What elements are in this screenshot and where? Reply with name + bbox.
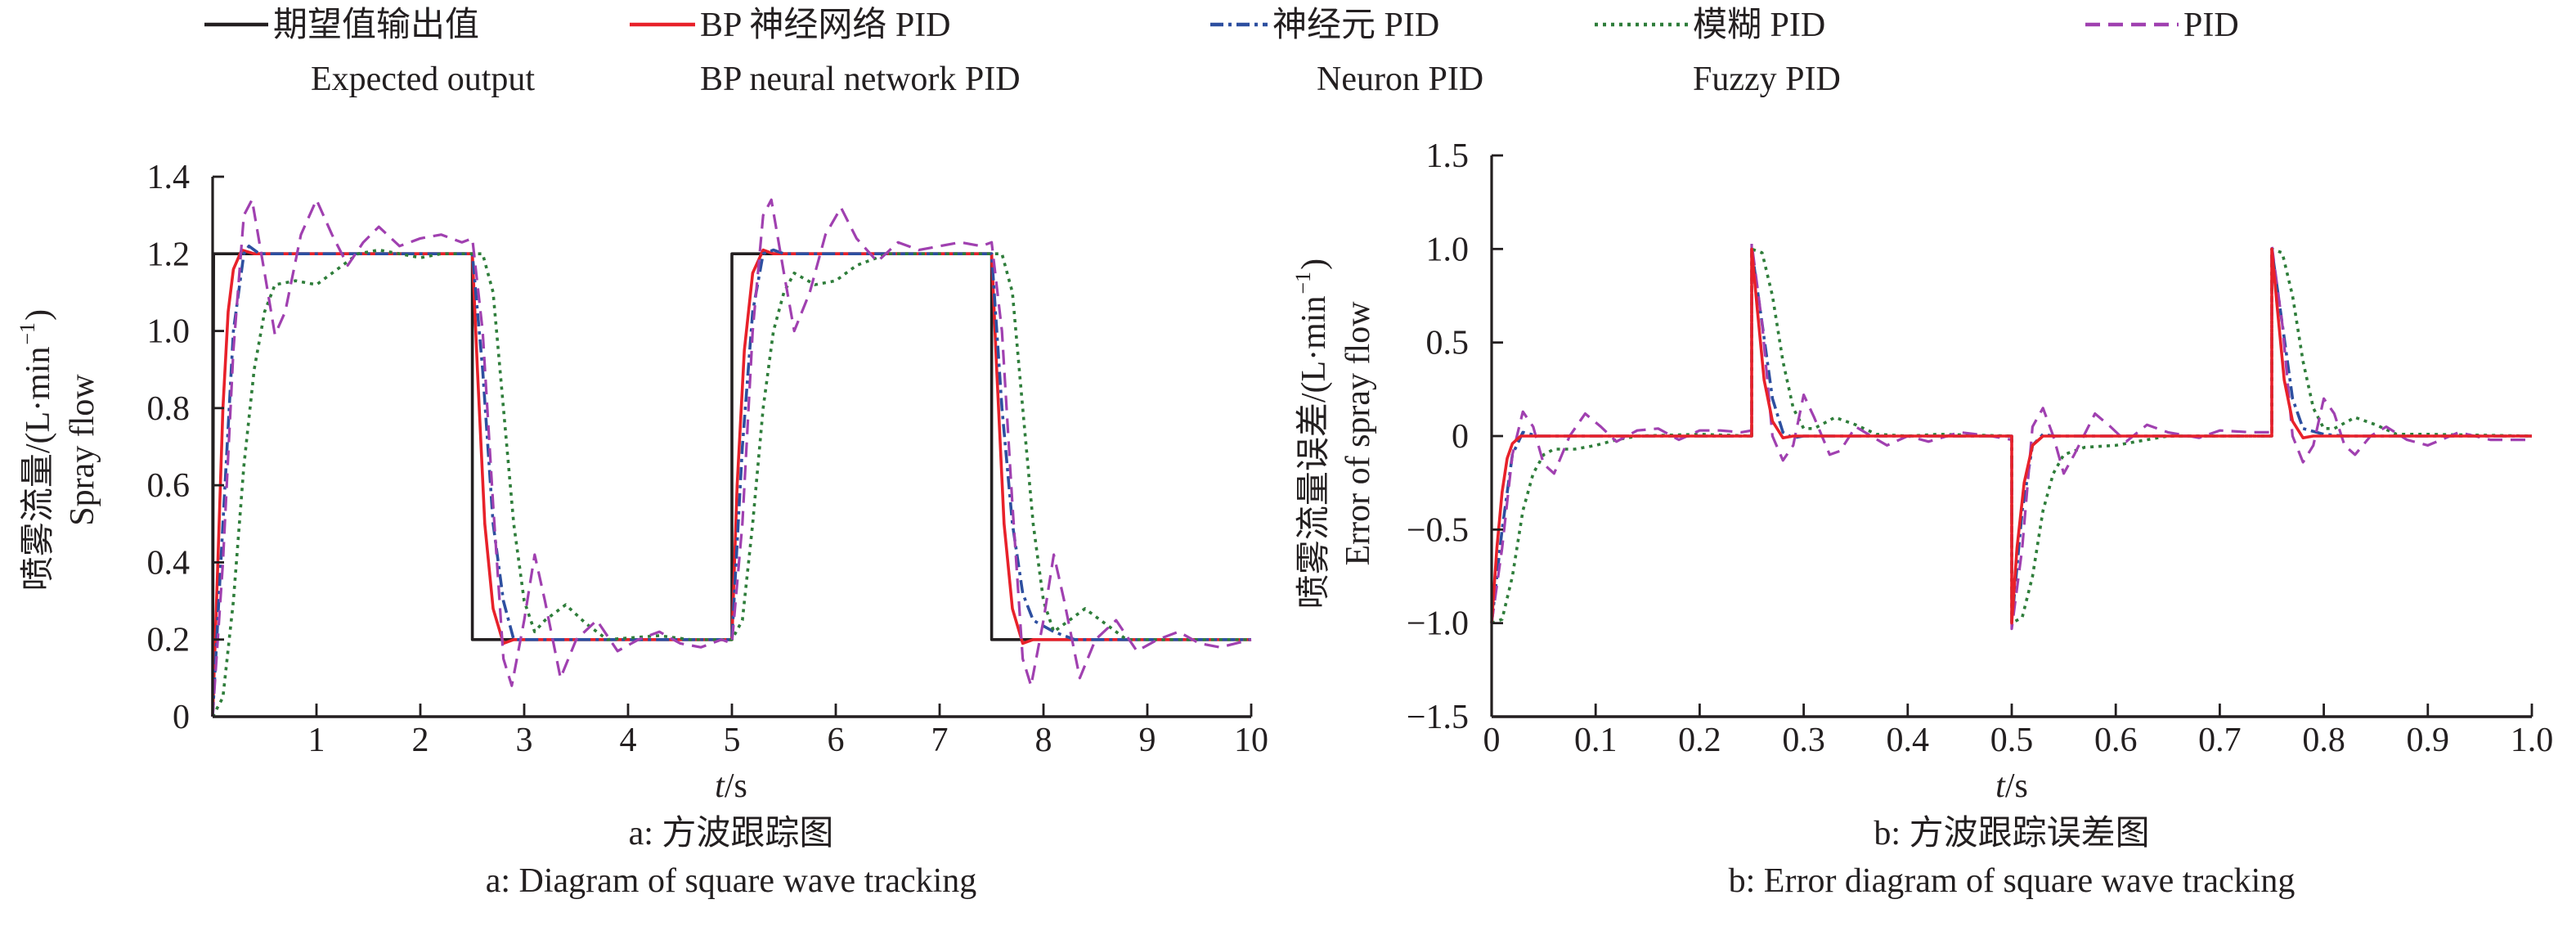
legend-label-en: Fuzzy PID: [1693, 61, 1841, 98]
caption-cn-a: a: 方波跟踪图: [629, 815, 834, 852]
legend-item: BP 神经网络 PID BP neural network PID: [630, 6, 1021, 98]
x-tick-label: 0.3: [1782, 722, 1825, 759]
y-axis-label-superscript: −1: [1291, 272, 1315, 295]
y-axis-label-cn: 喷雾流量/(L·min: [20, 347, 57, 591]
y-tick-label: −1.5: [1407, 699, 1469, 736]
y-tick-label: 1.5: [1426, 137, 1470, 175]
legend: 期望值输出值 Expected output BP 神经网络 PID BP neura…: [204, 6, 2239, 98]
legend-label-cn: 模糊 PID: [1693, 7, 1825, 44]
x-tick-label: 5: [724, 722, 741, 759]
x-tick-label: 0.8: [2302, 722, 2345, 759]
x-tick-label: 0.7: [2198, 722, 2242, 759]
y-tick-label: 1.4: [147, 159, 191, 196]
legend-label-cn: PID: [2183, 7, 2239, 44]
y-tick-label: 1.0: [1426, 231, 1470, 268]
x-tick-label: 9: [1139, 722, 1156, 759]
x-tick-label: 6: [828, 722, 845, 759]
y-axis-label-en: Error of spray flow: [1340, 301, 1377, 566]
y-tick-label: −0.5: [1407, 511, 1469, 549]
x-axis-label-b: t/s: [1995, 767, 2028, 805]
x-tick-label: 0: [1483, 722, 1501, 759]
y-axis-label-superscript: −1: [16, 322, 39, 345]
y-tick-label: 1.2: [147, 236, 191, 273]
legend-item: PID: [2085, 7, 2239, 44]
y-tick-label: 1.0: [147, 313, 191, 351]
series-line-bp-neural-network-pid: [1490, 247, 2532, 625]
x-tick-label: 4: [620, 722, 637, 759]
legend-label-cn: BP 神经网络 PID: [700, 6, 951, 44]
y-axis-label-en: Spray flow: [64, 374, 101, 526]
x-tick-label: 0.9: [2407, 722, 2450, 759]
y-tick-label: −1.0: [1407, 605, 1469, 643]
legend-label-en: Neuron PID: [1317, 61, 1483, 98]
series-line-fuzzy-pid: [1491, 247, 2533, 625]
y-tick-label: 0: [1452, 418, 1469, 456]
legend-label-cn: 期望值输出值: [273, 7, 479, 44]
caption-en-b: b: Error diagram of square wave tracking: [1729, 862, 2296, 900]
y-axis-label-suffix: ): [20, 309, 57, 321]
x-tick-label: 0.2: [1678, 722, 1721, 759]
legend-item: 神经元 PID Neuron PID: [1210, 7, 1483, 98]
caption-cn-b: b: 方波跟踪误差图: [1874, 815, 2149, 852]
chart-a: 1 2 3 4 5 6 7 8 9 10 0 0.2 0.4 0.6 0.8 1.0 1.2 1.4 t/s 喷雾…: [16, 159, 1268, 900]
y-tick-label: 0.6: [147, 467, 191, 505]
y-axis-label-b: 喷雾流量误差/(L·min −1 ) Error of spray flow: [1291, 259, 1377, 609]
y-axis-label-cn: 喷雾流量误差/(L·min: [1295, 296, 1333, 609]
series-line-fuzzy-pid: [211, 248, 1251, 717]
x-tick-label: 10: [1234, 722, 1268, 759]
x-tick-label: 3: [516, 722, 533, 759]
x-tick-label: 0.1: [1574, 722, 1618, 759]
series-line-expected-output: [211, 252, 1251, 717]
y-tick-label: 0.2: [147, 622, 191, 659]
x-tick-label: 1.0: [2511, 722, 2554, 759]
x-axis-label-a: t/s: [715, 767, 747, 805]
y-tick-label: 0.5: [1426, 325, 1470, 362]
x-tick-label: 0.4: [1887, 722, 1930, 759]
x-tick-label: 1: [308, 722, 325, 759]
series-line-neuron-pid: [211, 245, 1251, 717]
legend-item: 期望值输出值 Expected output: [204, 7, 535, 98]
legend-label-en: Expected output: [311, 61, 535, 98]
legend-item: 模糊 PID Fuzzy PID: [1595, 7, 1841, 98]
chart-b: 0 0.1 0.2 0.3 0.4 0.5 0.6 0.7 0.8 0.9 1.0 −1.5 −1.0 −…: [1291, 137, 2553, 900]
x-tick-label: 2: [412, 722, 429, 759]
series-line-pid: [211, 198, 1252, 717]
y-tick-label: 0.8: [147, 390, 191, 428]
y-axis-label-a: 喷雾流量/(L·min −1 ) Spray flow: [16, 309, 101, 591]
legend-label-en: BP neural network PID: [700, 61, 1021, 98]
x-tick-label: 8: [1035, 722, 1052, 759]
x-tick-label: 0.5: [1990, 722, 2034, 759]
y-tick-label: 0.4: [147, 544, 191, 582]
legend-label-cn: 神经元 PID: [1272, 7, 1439, 44]
y-tick-label: 0: [173, 699, 190, 736]
caption-en-a: a: Diagram of square wave tracking: [486, 862, 977, 900]
x-tick-label: 7: [931, 722, 949, 759]
x-tick-label: 0.6: [2094, 722, 2138, 759]
y-axis-label-suffix: ): [1295, 259, 1333, 270]
